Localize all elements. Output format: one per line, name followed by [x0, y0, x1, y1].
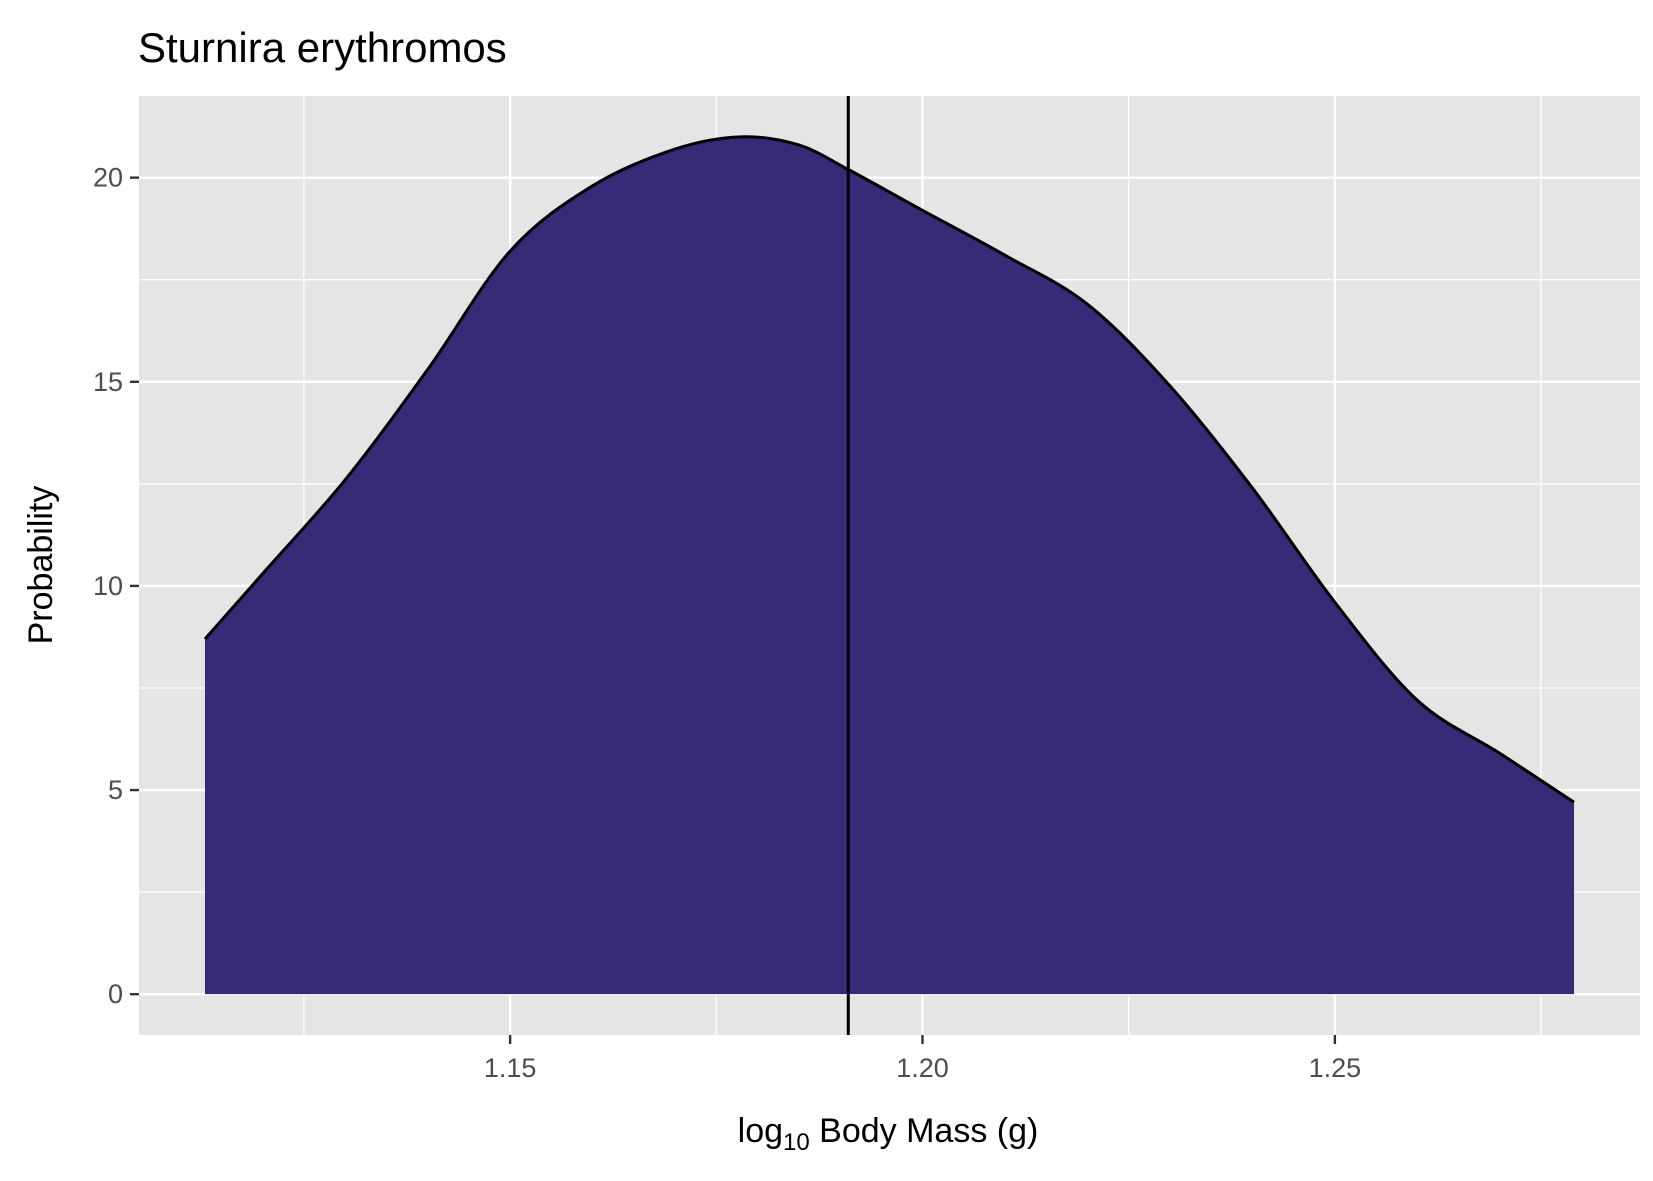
x-axis-ticks: 1.15 1.20 1.25 [484, 1035, 1361, 1083]
x-axis-title: log10 Body Mass (g) [738, 1112, 1039, 1156]
x-axis-title-prefix: log [738, 1112, 783, 1150]
y-tick-label: 0 [108, 979, 123, 1009]
x-tick-label: 1.25 [1309, 1053, 1362, 1083]
x-tick-label: 1.15 [484, 1053, 537, 1083]
y-axis-ticks: 0 5 10 15 20 [93, 163, 139, 1009]
y-tick-label: 20 [93, 163, 123, 193]
x-axis-title-subscript: 10 [783, 1129, 810, 1156]
density-area [204, 136, 1575, 995]
y-axis-title: Probability [22, 486, 60, 645]
x-tick-label: 1.20 [896, 1053, 949, 1083]
chart-title: Sturnira erythromos [138, 24, 507, 71]
density-line [203, 135, 1575, 804]
x-axis-title-suffix: Body Mass (g) [810, 1112, 1039, 1150]
y-tick-label: 5 [108, 775, 123, 805]
y-tick-label: 15 [93, 367, 123, 397]
y-tick-label: 10 [93, 571, 123, 601]
